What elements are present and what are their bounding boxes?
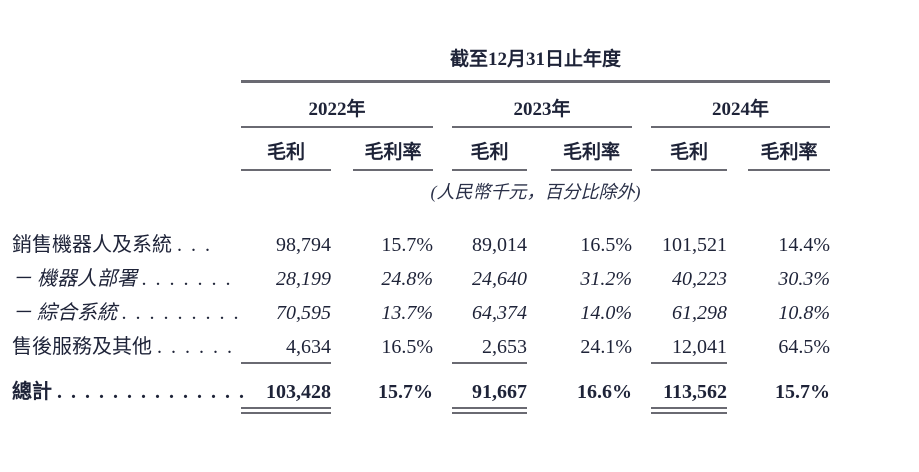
gross-margin-header-2023: 毛利率 bbox=[551, 137, 632, 171]
cell-2022-gross-profit: 28,199 bbox=[276, 268, 331, 290]
cell-2024-gross-margin: 64.5% bbox=[778, 336, 830, 358]
cell-2022-gross-profit: 4,634 bbox=[241, 335, 331, 364]
total-2022-gross-margin: 15.7% bbox=[378, 381, 433, 403]
cell-2023-gross-profit: 64,374 bbox=[472, 302, 527, 324]
cell-2024-gross-profit: 61,298 bbox=[672, 302, 727, 324]
total-label: 總計. . . . . . . . . . . . . . bbox=[12, 381, 246, 403]
gross-profit-header-2024: 毛利 bbox=[651, 137, 727, 171]
double-rule bbox=[241, 407, 331, 414]
cell-2024-gross-profit: 40,223 bbox=[672, 268, 727, 290]
total-2023-gross-margin: 16.6% bbox=[577, 381, 632, 403]
cell-2024-gross-profit: 12,041 bbox=[651, 335, 727, 364]
dot-leader: . . . bbox=[177, 234, 212, 256]
cell-2024-gross-margin: 14.4% bbox=[778, 234, 830, 256]
unit-note-row: (人民幣千元，百分比除外) bbox=[12, 178, 830, 204]
gross-profit-header-2023: 毛利 bbox=[452, 137, 527, 171]
cell-2023-gross-margin: 14.0% bbox=[580, 302, 632, 324]
cell-2024-gross-margin: 10.8% bbox=[778, 302, 830, 324]
row-label: － 綜合系統. . . . . . . . . bbox=[12, 302, 241, 324]
unit-note: (人民幣千元，百分比除外) bbox=[430, 182, 641, 202]
year-header-row: 2022年 2023年 2024年 bbox=[12, 94, 830, 128]
double-rule bbox=[651, 407, 727, 414]
cell-2022-gross-profit: 70,595 bbox=[276, 302, 331, 324]
cell-2023-gross-margin: 31.2% bbox=[580, 268, 632, 290]
total-2024-gross-profit: 113,562 bbox=[651, 380, 727, 414]
table-row-aftersales-services: 售後服務及其他. . . . . . 4,634 16.5% 2,653 24.… bbox=[12, 335, 830, 364]
row-label: － 機器人部署. . . . . . . bbox=[12, 268, 233, 290]
table-title: 截至12月31日止年度 bbox=[241, 44, 830, 83]
cell-2022-gross-margin: 13.7% bbox=[381, 302, 433, 324]
cell-2022-gross-profit: 98,794 bbox=[276, 234, 331, 256]
cell-2023-gross-profit: 2,653 bbox=[452, 335, 527, 364]
gross-margin-header-2022: 毛利率 bbox=[353, 137, 433, 171]
cell-2023-gross-margin: 24.1% bbox=[580, 336, 632, 358]
cell-2023-gross-margin: 16.5% bbox=[580, 234, 632, 256]
column-header-row: 毛利 毛利率 毛利 毛利率 毛利 毛利率 bbox=[12, 137, 830, 171]
dot-leader: . . . . . . bbox=[157, 336, 234, 358]
dot-leader: . . . . . . . bbox=[142, 268, 233, 290]
year-2023-header: 2023年 bbox=[452, 94, 632, 128]
total-2024-gross-margin: 15.7% bbox=[775, 381, 830, 403]
table-title-row: 截至12月31日止年度 bbox=[12, 44, 830, 83]
gross-profit-header-2022: 毛利 bbox=[241, 137, 331, 171]
table-body: 銷售機器人及系統. . . 98,794 15.7% 89,014 16.5% … bbox=[12, 233, 830, 414]
total-2022-gross-profit: 103,428 bbox=[241, 380, 331, 414]
cell-2023-gross-profit: 89,014 bbox=[472, 234, 527, 256]
table-row-total: 總計. . . . . . . . . . . . . . 103,428 15… bbox=[12, 380, 830, 414]
table-row-integrated-systems: － 綜合系統. . . . . . . . . 70,595 13.7% 64,… bbox=[12, 301, 830, 325]
cell-2022-gross-margin: 16.5% bbox=[381, 336, 433, 358]
row-label: 售後服務及其他. . . . . . bbox=[12, 336, 234, 358]
table-row-robot-deployment: － 機器人部署. . . . . . . 28,199 24.8% 24,640… bbox=[12, 267, 830, 291]
gross-margin-header-2024: 毛利率 bbox=[748, 137, 830, 171]
cell-2022-gross-margin: 15.7% bbox=[381, 234, 433, 256]
year-2024-header: 2024年 bbox=[651, 94, 830, 128]
cell-2023-gross-profit: 24,640 bbox=[472, 268, 527, 290]
cell-2024-gross-margin: 30.3% bbox=[778, 268, 830, 290]
cell-2022-gross-margin: 24.8% bbox=[381, 268, 433, 290]
dot-leader: . . . . . . . . . . . . . . bbox=[57, 381, 246, 403]
total-2023-gross-profit: 91,667 bbox=[452, 380, 527, 414]
dot-leader: . . . . . . . . . bbox=[122, 302, 241, 324]
double-rule bbox=[452, 407, 527, 414]
cell-2024-gross-profit: 101,521 bbox=[662, 234, 727, 256]
year-2022-header: 2022年 bbox=[241, 94, 433, 128]
table-row-robot-sales: 銷售機器人及系統. . . 98,794 15.7% 89,014 16.5% … bbox=[12, 233, 830, 257]
gross-profit-table: 截至12月31日止年度 2022年 2023年 2024年 毛利 毛利率 毛利 … bbox=[12, 44, 830, 414]
row-label: 銷售機器人及系統. . . bbox=[12, 234, 212, 256]
